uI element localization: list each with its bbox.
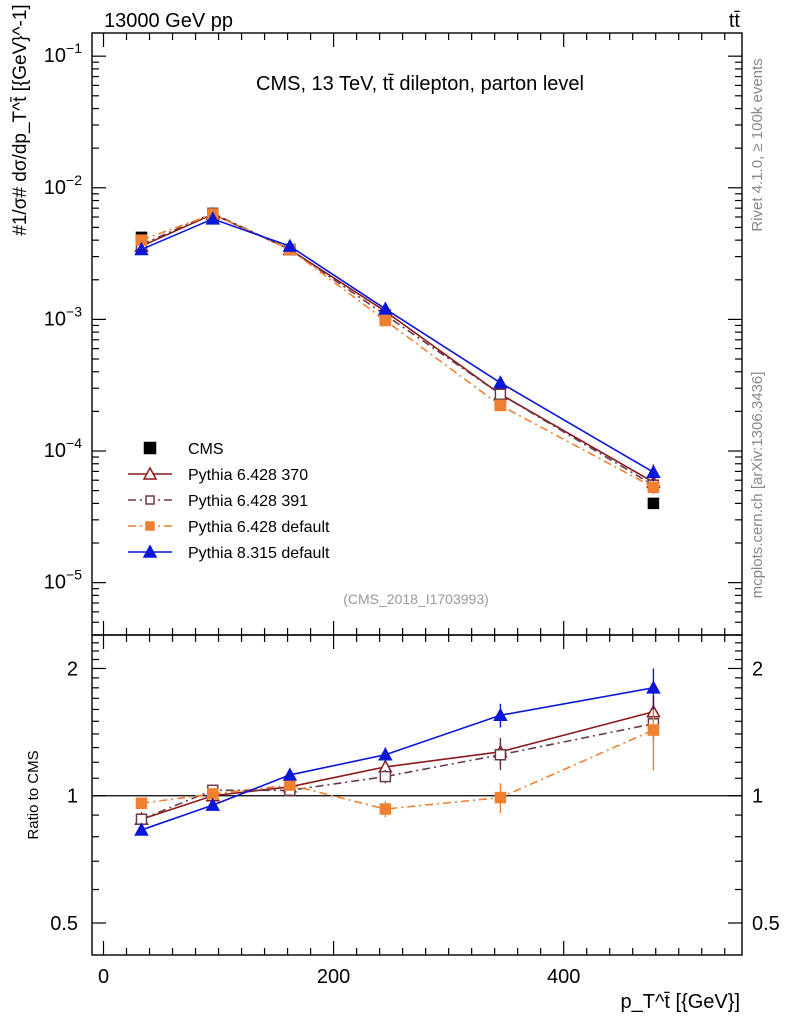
y-tick-label: 10−2 <box>44 172 82 199</box>
x-tick-label: 200 <box>317 966 350 988</box>
ratio-y-tick-label-right: 1 <box>752 786 763 808</box>
legend-entry: Pythia 8.315 default <box>128 544 330 562</box>
ratio-series-line <box>141 687 654 831</box>
legend-marker <box>142 544 158 558</box>
main-point <box>134 241 149 256</box>
legend-entry: Pythia 6.428 default <box>128 519 330 536</box>
legend-entry: CMS <box>143 441 224 458</box>
legend-label: Pythia 6.428 391 <box>188 493 308 510</box>
y-axis-label: #1/σ# dσ/dp_T^t̄ [{GeV}^-1] <box>10 4 31 235</box>
y-tick-label: 10−4 <box>44 435 82 462</box>
x-axis: 0 200 400 <box>98 33 726 988</box>
ratio-point <box>493 707 508 722</box>
legend-label: CMS <box>188 441 224 458</box>
ratio-y-tick-label-right: 0.5 <box>752 913 780 935</box>
analysis-watermark: (CMS_2018_I1703993) <box>343 591 489 607</box>
ratio-y-tick-label: 2 <box>67 658 78 680</box>
main-point <box>646 464 661 478</box>
ratio-y-axis-label: Ratio to CMS <box>25 750 42 839</box>
main-point <box>379 314 392 327</box>
ratio-series-line <box>141 722 654 820</box>
legend-label: Pythia 6.428 default <box>188 519 330 536</box>
main-series-4 <box>134 211 661 482</box>
y-tick-label: 10−1 <box>44 40 82 67</box>
main-point <box>282 238 298 252</box>
main-series-0 <box>135 209 660 510</box>
main-series-line <box>141 213 654 483</box>
legend-entry: Pythia 6.428 391 <box>128 493 308 510</box>
final-state-label: tt̄ <box>729 10 741 32</box>
ratio-y-tick-label: 1 <box>67 786 78 808</box>
legend-marker <box>145 521 155 531</box>
legend-marker <box>142 466 158 480</box>
ratio-point <box>134 822 149 836</box>
ratio-point <box>282 767 298 781</box>
main-point <box>205 211 221 225</box>
main-point <box>494 388 507 400</box>
process-label: 13000 GeV pp <box>104 10 233 32</box>
ratio-point <box>494 749 507 761</box>
ratio-point <box>378 747 393 761</box>
x-tick-label: 400 <box>547 966 580 988</box>
ratio-point <box>205 797 221 811</box>
legend-entry: Pythia 6.428 370 <box>128 466 308 484</box>
ratio-point <box>284 779 296 791</box>
x-tick-label: 0 <box>98 966 109 988</box>
ratio-plot-frame <box>91 634 743 956</box>
ratio-plot-series <box>134 668 661 836</box>
rivet-version-label: Rivet 4.1.0, ≥ 100k events <box>749 58 766 231</box>
main-series-line <box>141 213 654 489</box>
y-tick-label: 10−3 <box>44 303 82 330</box>
ratio-point <box>135 797 148 809</box>
main-point <box>647 497 660 510</box>
legend-marker <box>143 441 157 455</box>
legend-label: Pythia 6.428 370 <box>188 467 308 484</box>
main-point <box>493 375 508 389</box>
ratio-y-axis: 0.5 0.5 1 1 2 2 <box>50 642 780 935</box>
ratio-series-2 <box>135 697 660 818</box>
x-axis-label: p_T^t̄ [{GeV}] <box>621 991 740 1013</box>
ratio-y-tick-label: 0.5 <box>50 913 78 935</box>
ratio-series-line <box>141 729 654 810</box>
main-series-line <box>141 212 654 486</box>
ratio-y-tick-label-right: 2 <box>752 658 763 680</box>
y-tick-label: 10−5 <box>44 567 82 594</box>
ratio-point <box>379 770 392 783</box>
main-point <box>647 481 660 494</box>
ratio-point <box>494 791 507 804</box>
main-point <box>378 301 393 315</box>
ratio-series-line <box>141 710 654 820</box>
main-point <box>494 399 507 412</box>
legend: CMS Pythia 6.428 370 Pythia 6.428 391 Pythi… <box>128 441 330 562</box>
ratio-point <box>647 724 660 736</box>
chart-title: CMS, 13 TeV, tt̄ dilepton, parton level <box>256 73 584 95</box>
main-plot-series <box>134 206 661 510</box>
ratio-series-3 <box>134 668 661 836</box>
legend-label: Pythia 8.315 default <box>188 545 330 562</box>
ratio-point <box>646 680 661 694</box>
mcplots-reference-label: mcplots.cern.ch [arXiv:1306.3436] <box>749 372 766 599</box>
main-series-line <box>141 218 654 473</box>
main-y-axis: 10−5 10−4 10−3 10−2 10−1 <box>44 40 742 636</box>
ratio-point <box>379 803 392 815</box>
legend-marker <box>145 495 155 505</box>
ratio-point <box>207 788 219 800</box>
